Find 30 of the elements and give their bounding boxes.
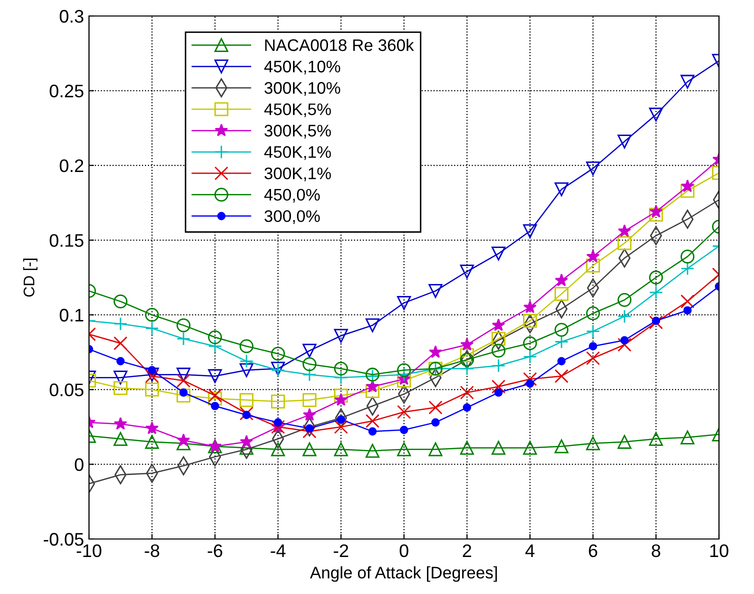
y-tick-label: 0.25 — [50, 84, 84, 98]
legend-label: 450K,5% — [264, 103, 331, 118]
y-tick-label: 0.3 — [60, 10, 84, 23]
legend-label: 300K,1% — [264, 168, 331, 182]
y-tick-label: 0 — [74, 458, 84, 472]
legend-label: 300,0% — [264, 210, 320, 224]
y-tick-label: -0.05 — [44, 532, 84, 546]
x-tick-label: -10 — [76, 544, 102, 558]
x-tick-label: 8 — [652, 544, 660, 558]
x-axis-title: Angle of Attack [Degrees] — [310, 566, 497, 582]
x-tick-label: -4 — [270, 544, 286, 557]
legend-label: 450,0% — [264, 188, 320, 203]
x-tick-label: -2 — [334, 544, 348, 557]
x-tick-label: -8 — [144, 544, 160, 558]
y-axis-title: CD [-] — [23, 258, 38, 297]
y-tick-label: 0.15 — [50, 234, 84, 247]
legend-label: 300K,5% — [264, 124, 331, 139]
legend-label: 450K,1% — [264, 146, 331, 160]
x-tick-label: 4 — [525, 544, 534, 557]
x-tick-label: 0 — [400, 544, 408, 558]
x-tick-label: 10 — [710, 544, 728, 558]
x-tick-label: 2 — [462, 544, 472, 557]
x-tick-label: 6 — [588, 544, 598, 558]
legend-label: NACA0018 Re 360k — [265, 38, 414, 52]
x-tick-label: -6 — [208, 544, 222, 558]
legend-label: 450K,10% — [264, 60, 340, 74]
y-tick-label: 0.2 — [60, 159, 84, 172]
legend-label: 300K,10% — [264, 82, 340, 96]
y-tick-label: 0.05 — [50, 384, 84, 396]
y-tick-label: 0.1 — [60, 308, 84, 322]
